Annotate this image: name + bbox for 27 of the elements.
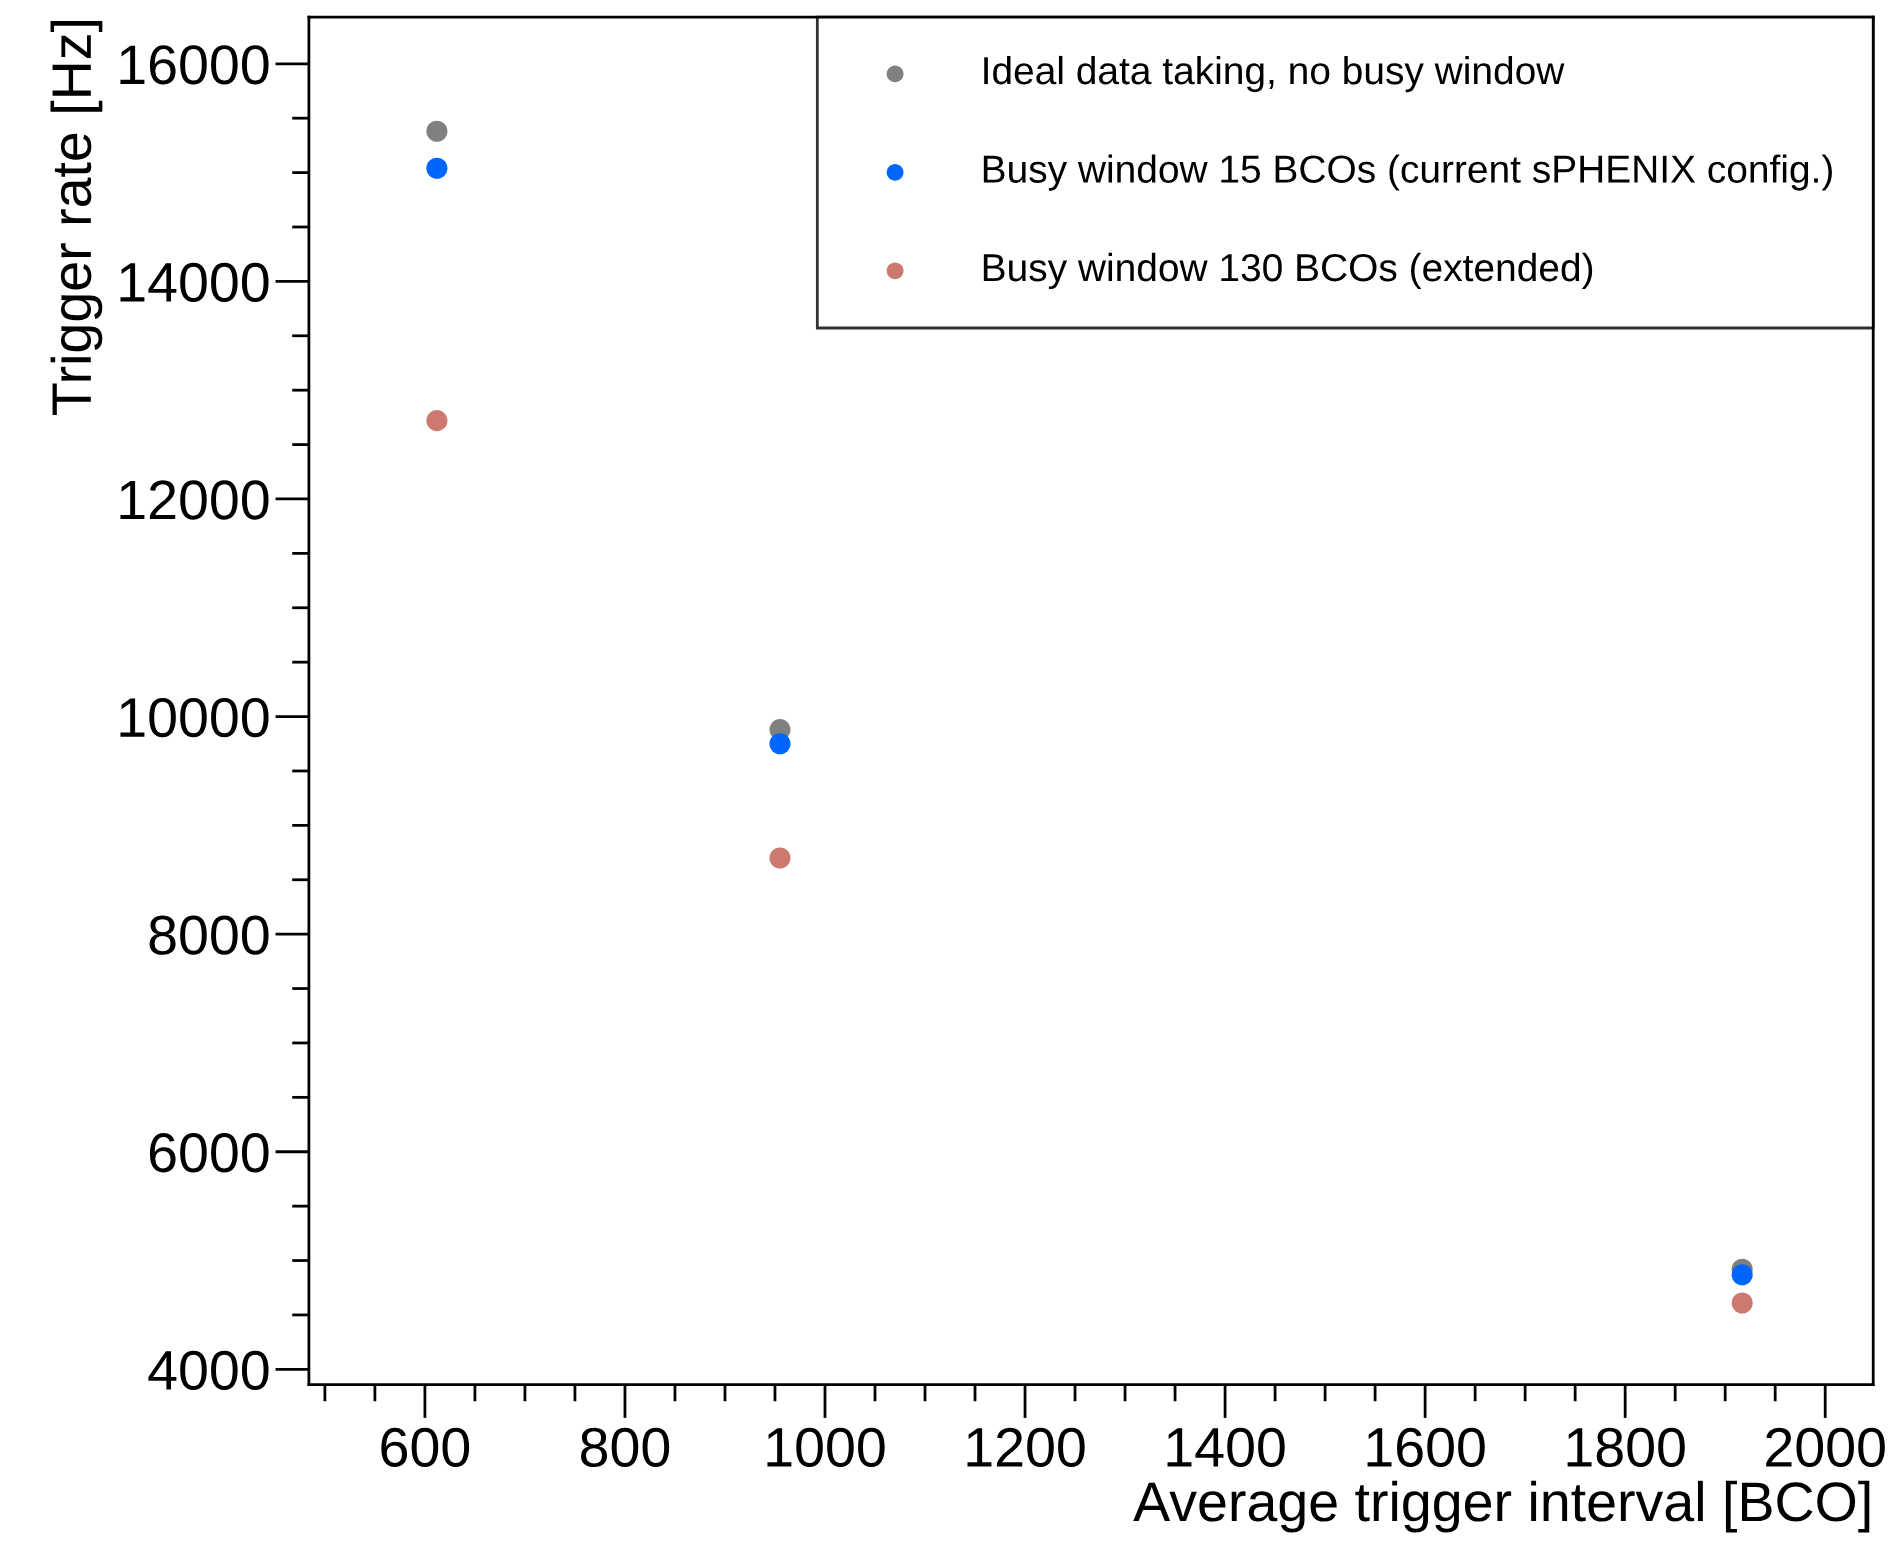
point <box>1731 1264 1753 1286</box>
x-tick-label: 1200 <box>967 1427 1085 1468</box>
x-tick-label: 1000 <box>767 1427 885 1468</box>
y-tick-label: 8000 <box>149 915 269 955</box>
y-tick-label: 4000 <box>148 1350 269 1391</box>
y-tick-label: 12000 <box>120 480 269 520</box>
x-tick-label: 1600 <box>1367 1427 1485 1468</box>
y-tick-label: 16000 <box>120 45 269 85</box>
y-axis-title: Trigger rate [Hz] <box>50 20 103 415</box>
y-tick-label: 10000 <box>120 697 269 738</box>
point <box>769 847 791 869</box>
y-tick-label: 14000 <box>120 262 269 303</box>
legend-label: Busy window 130 BCOs (extended) <box>983 252 1593 290</box>
x-tick-label: 1800 <box>1567 1427 1685 1468</box>
point <box>426 157 448 179</box>
y-tick-label: 6000 <box>149 1133 269 1173</box>
point <box>1731 1292 1753 1314</box>
x-tick-label: 600 <box>381 1427 470 1468</box>
x-tick-label: 1400 <box>1167 1427 1285 1468</box>
x-axis-title: Average trigger interval [BCO] <box>1133 1480 1870 1533</box>
point <box>769 733 791 755</box>
x-tick-label: 2000 <box>1766 1427 1885 1468</box>
point <box>426 120 448 142</box>
point <box>426 410 448 432</box>
legend-label: Busy window 15 BCOs (current sPHENIX config.) <box>983 154 1832 191</box>
legend-label: Ideal data taking, no busy window <box>984 55 1565 93</box>
x-tick-label: 800 <box>581 1427 670 1468</box>
